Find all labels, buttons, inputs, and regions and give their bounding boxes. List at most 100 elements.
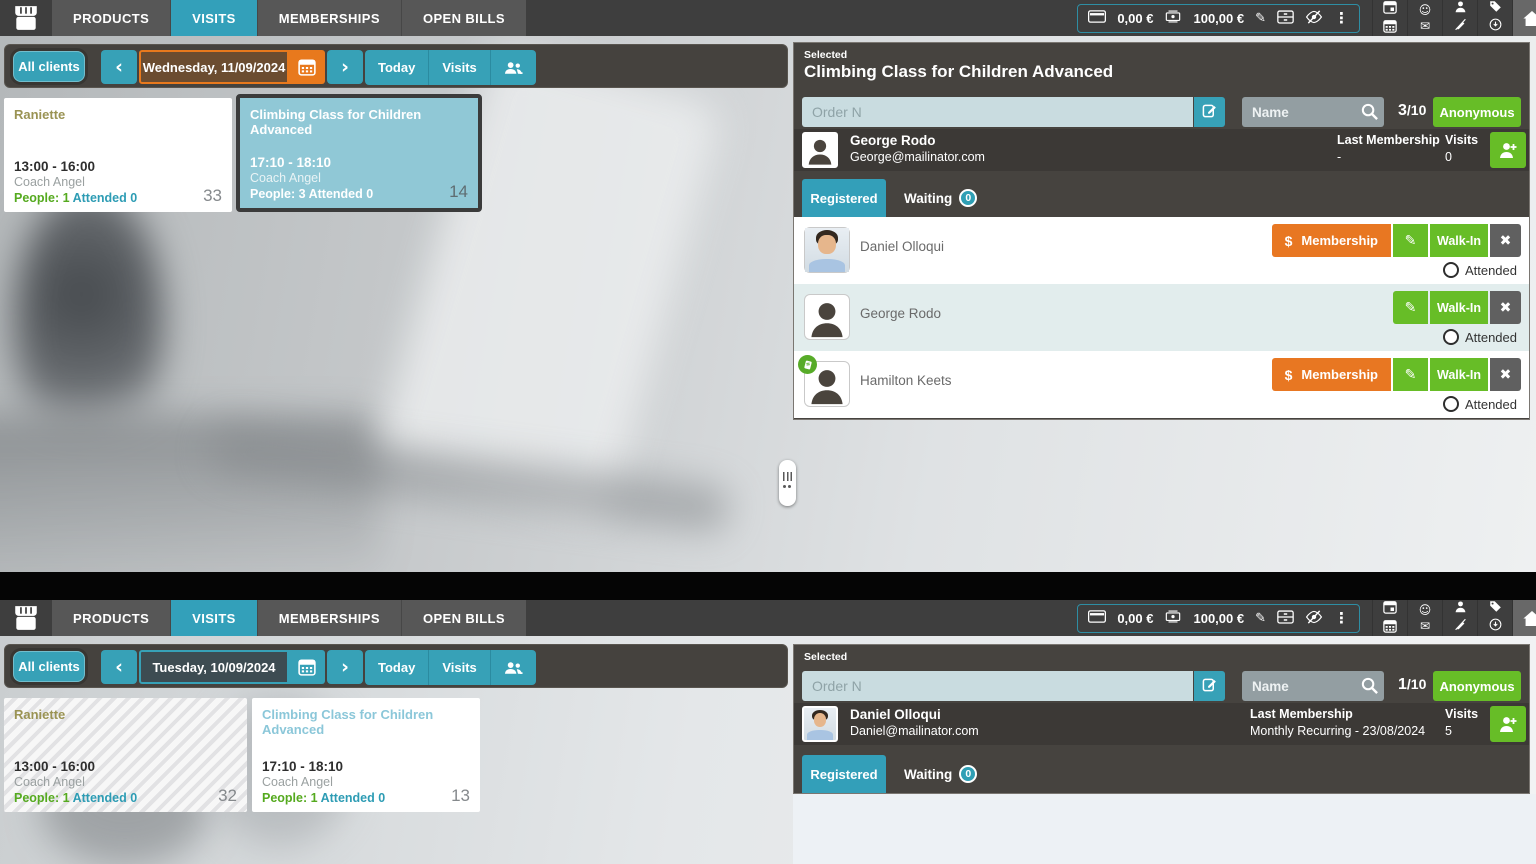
clients-view-button[interactable] bbox=[489, 650, 536, 685]
clients-view-button[interactable] bbox=[489, 50, 536, 85]
class-card-raniette-past[interactable]: Raniette 13:00 - 16:00 Coach Angel Peopl… bbox=[4, 698, 247, 812]
order-edit-button[interactable] bbox=[1194, 97, 1225, 127]
hide-icon[interactable] bbox=[1305, 609, 1323, 627]
attended-radio[interactable] bbox=[1442, 329, 1459, 345]
order-edit-button[interactable] bbox=[1194, 671, 1225, 701]
tab-registered[interactable]: Registered bbox=[802, 179, 886, 217]
screen-wednesday: PRODUCTS VISITS MEMBERSHIPS OPEN BILLS 0… bbox=[0, 0, 1536, 572]
drawer-icon[interactable] bbox=[1277, 9, 1294, 27]
happiness-and-email-buttons[interactable]: ☺ ✉ bbox=[1407, 600, 1442, 636]
attended-radio[interactable] bbox=[1442, 262, 1459, 278]
home-icon[interactable] bbox=[1512, 600, 1536, 636]
today-button[interactable]: Today bbox=[365, 650, 429, 685]
tag-and-user-download-buttons[interactable] bbox=[1477, 600, 1512, 636]
walk-in-button[interactable]: Walk-In bbox=[1430, 224, 1488, 257]
order-number-input[interactable] bbox=[802, 97, 1193, 127]
calendar-picker-button[interactable] bbox=[289, 650, 325, 684]
more-options-icon[interactable]: ⋮ bbox=[1334, 9, 1349, 27]
storefront-icon[interactable] bbox=[0, 0, 52, 36]
waiting-count-badge: 0 bbox=[959, 765, 978, 783]
class-id-number: 33 bbox=[203, 186, 222, 205]
search-result-row[interactable]: George Rodo George@mailinator.com Last M… bbox=[794, 129, 1529, 171]
happiness-icon: ☺ bbox=[1418, 3, 1432, 17]
calendar-month-icon bbox=[1383, 619, 1397, 638]
drawer-icon[interactable] bbox=[1277, 609, 1294, 627]
storefront-icon[interactable] bbox=[0, 600, 52, 636]
walk-in-button[interactable]: Walk-In bbox=[1430, 291, 1488, 324]
class-time: 13:00 - 16:00 bbox=[14, 159, 96, 174]
remove-button[interactable]: ✖ bbox=[1490, 291, 1521, 324]
remove-button[interactable]: ✖ bbox=[1490, 224, 1521, 257]
previous-day-button[interactable]: ‹ bbox=[101, 50, 137, 84]
order-number-input[interactable] bbox=[802, 671, 1193, 701]
add-person-button[interactable] bbox=[1490, 132, 1526, 168]
class-card-climbing[interactable]: Climbing Class for Children Advanced 17:… bbox=[252, 698, 480, 812]
edit-button[interactable]: ✎ bbox=[1393, 224, 1428, 257]
tag-and-user-download-buttons[interactable] bbox=[1477, 0, 1512, 36]
anonymous-button[interactable]: Anonymous bbox=[1433, 97, 1521, 127]
search-result-row[interactable]: Daniel Olloqui Daniel@mailinator.com Las… bbox=[794, 703, 1529, 745]
cash-register-summary[interactable]: 0,00 € 100,00 € ✎ ⋮ bbox=[1077, 603, 1360, 633]
remove-button[interactable]: ✖ bbox=[1490, 358, 1521, 391]
calendar-day-and-month-buttons[interactable] bbox=[1372, 600, 1407, 636]
tab-products[interactable]: PRODUCTS bbox=[73, 10, 150, 26]
tab-memberships[interactable]: MEMBERSHIPS bbox=[256, 600, 401, 636]
class-card-raniette[interactable]: Raniette 13:00 - 16:00 Coach Angel Peopl… bbox=[4, 98, 232, 212]
home-icon[interactable] bbox=[1512, 0, 1536, 36]
registered-list: Daniel Olloqui $ Membership ✎ Walk-In ✖ A… bbox=[794, 217, 1529, 418]
edit-button[interactable]: ✎ bbox=[1393, 358, 1428, 391]
visits-column: Visits 5 bbox=[1445, 707, 1479, 738]
all-clients-button[interactable]: All clients bbox=[13, 651, 85, 682]
membership-button[interactable]: $ Membership bbox=[1271, 224, 1391, 257]
tab-visits[interactable]: VISITS bbox=[170, 0, 257, 36]
edit-register-icon[interactable]: ✎ bbox=[1255, 10, 1266, 26]
previous-day-button[interactable]: ‹ bbox=[101, 650, 137, 684]
all-clients-button[interactable]: All clients bbox=[13, 51, 85, 82]
current-date[interactable]: Wednesday, 11/09/2024 bbox=[139, 50, 289, 84]
today-button[interactable]: Today bbox=[365, 50, 429, 85]
panel-resize-handle[interactable] bbox=[779, 460, 796, 506]
tab-waiting[interactable]: Waiting 0 bbox=[904, 755, 978, 793]
happiness-and-email-buttons[interactable]: ☺ ✉ bbox=[1407, 0, 1442, 36]
last-membership-column: Last Membership - bbox=[1337, 133, 1440, 164]
current-date[interactable]: Tuesday, 10/09/2024 bbox=[139, 650, 289, 684]
sign-disabled-icon bbox=[1454, 618, 1467, 636]
hide-icon[interactable] bbox=[1305, 9, 1323, 27]
edit-register-icon[interactable]: ✎ bbox=[1255, 610, 1266, 626]
client-and-sign-buttons[interactable] bbox=[1442, 600, 1477, 636]
attended-radio[interactable] bbox=[1442, 396, 1459, 412]
visits-view-button[interactable]: Visits bbox=[428, 50, 490, 85]
calendar-day-and-month-buttons[interactable] bbox=[1372, 0, 1407, 36]
next-day-button[interactable]: › bbox=[327, 650, 363, 684]
tab-memberships[interactable]: MEMBERSHIPS bbox=[256, 0, 401, 36]
tab-visits[interactable]: VISITS bbox=[170, 600, 257, 636]
anonymous-button[interactable]: Anonymous bbox=[1433, 671, 1521, 701]
top-nav: PRODUCTS VISITS MEMBERSHIPS OPEN BILLS 0… bbox=[0, 0, 1536, 36]
tab-open-bills[interactable]: OPEN BILLS bbox=[400, 0, 526, 36]
calendar-picker-button[interactable] bbox=[289, 50, 325, 84]
happiness-icon: ☺ bbox=[1418, 603, 1432, 617]
selected-class-panel: Selected 1/10 Anonymous Daniel Olloqui D… bbox=[793, 644, 1530, 794]
tab-registered[interactable]: Registered bbox=[802, 755, 886, 793]
name-search-input[interactable] bbox=[1242, 97, 1384, 127]
nav-right: 0,00 € 100,00 € ✎ ⋮ ☺ ✉ bbox=[1077, 0, 1536, 36]
name-search-input[interactable] bbox=[1242, 671, 1384, 701]
tab-open-bills[interactable]: OPEN BILLS bbox=[400, 600, 526, 636]
attendee-name: Hamilton Keets bbox=[860, 373, 952, 388]
class-title: Raniette bbox=[14, 107, 66, 122]
class-id-number: 14 bbox=[449, 182, 468, 201]
membership-button[interactable]: $ Membership bbox=[1271, 358, 1391, 391]
cash-register-summary[interactable]: 0,00 € 100,00 € ✎ ⋮ bbox=[1077, 3, 1360, 33]
class-card-climbing-selected[interactable]: Climbing Class for Children Advanced 17:… bbox=[236, 94, 482, 212]
more-options-icon[interactable]: ⋮ bbox=[1334, 609, 1349, 627]
add-person-button[interactable] bbox=[1490, 706, 1526, 742]
class-people: People: 1 Attended 0 bbox=[14, 191, 138, 205]
tab-products[interactable]: PRODUCTS bbox=[73, 610, 150, 626]
visits-view-button[interactable]: Visits bbox=[428, 650, 490, 685]
edit-button[interactable]: ✎ bbox=[1393, 291, 1428, 324]
walk-in-button[interactable]: Walk-In bbox=[1430, 358, 1488, 391]
client-and-sign-buttons[interactable] bbox=[1442, 0, 1477, 36]
tab-waiting[interactable]: Waiting 0 bbox=[904, 179, 978, 217]
next-day-button[interactable]: › bbox=[327, 50, 363, 84]
class-title: Climbing Class for Children Advanced bbox=[250, 107, 422, 138]
